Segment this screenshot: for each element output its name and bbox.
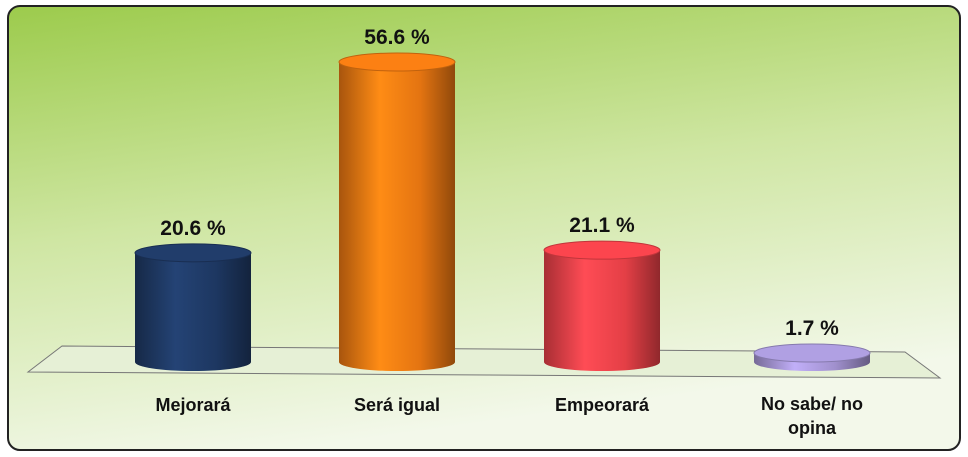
- value-label: 56.6 %: [364, 26, 430, 49]
- category-label: No sabe/ no opina: [760, 394, 863, 438]
- bar: [135, 252, 251, 362]
- value-label: 20.6 %: [160, 217, 226, 240]
- category-label: Será igual: [353, 395, 441, 415]
- value-label: 21.1 %: [569, 214, 635, 237]
- bar-top: [753, 343, 871, 363]
- category-label: Mejorará: [155, 395, 231, 415]
- bar: [339, 62, 455, 362]
- bar-top: [134, 243, 252, 263]
- category-label: Empeorará: [554, 395, 650, 415]
- bar-top: [338, 52, 456, 72]
- bar: [544, 250, 660, 362]
- bar-top: [543, 240, 661, 260]
- value-label: 1.7 %: [785, 317, 839, 340]
- panel: [7, 5, 961, 451]
